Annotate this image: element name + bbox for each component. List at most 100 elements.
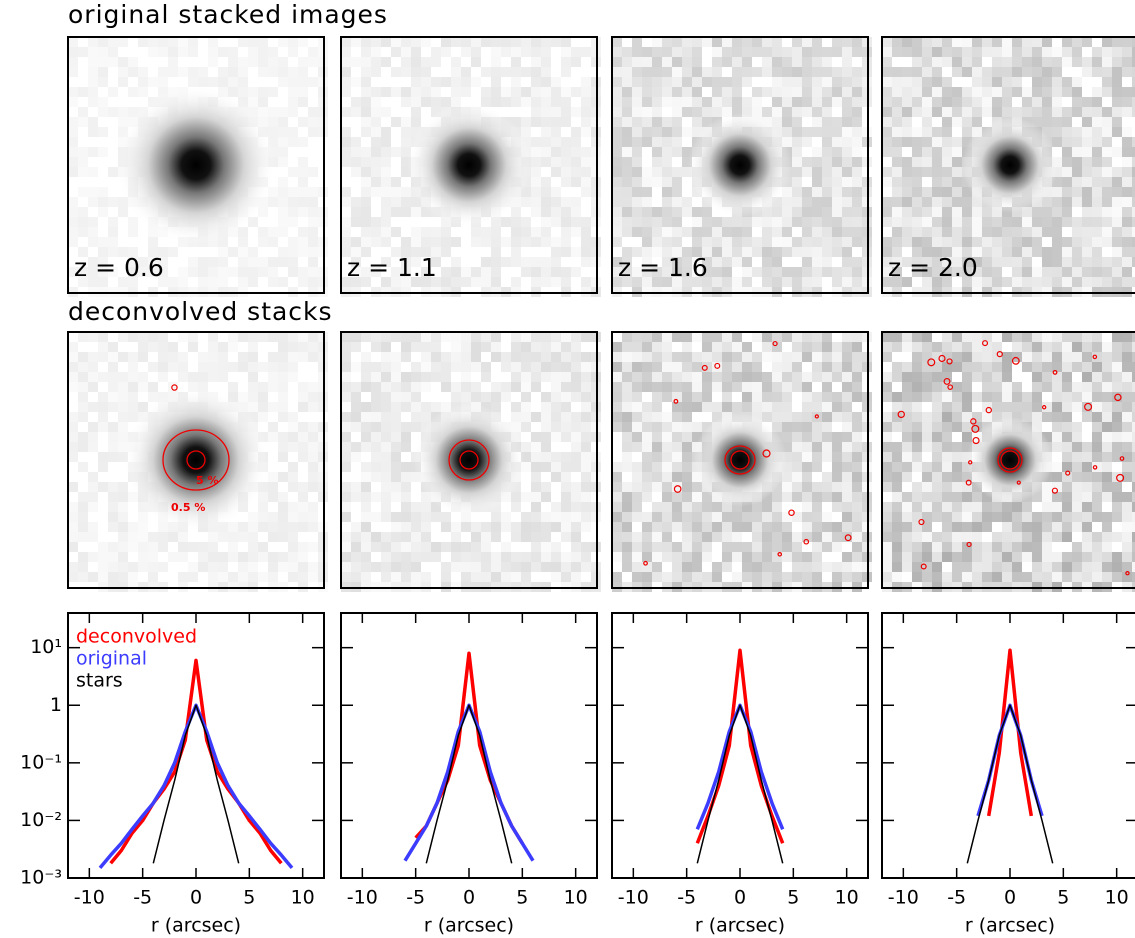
noise [561, 237, 571, 247]
contour-spot [897, 410, 905, 419]
noise [1092, 572, 1102, 582]
noise [642, 187, 652, 197]
noise [361, 227, 371, 237]
noise [892, 127, 902, 137]
noise [732, 372, 742, 382]
noise [952, 137, 962, 147]
noise [622, 197, 632, 207]
noise [531, 107, 541, 117]
noise [892, 492, 902, 502]
noise [88, 532, 98, 542]
contour-spot [927, 358, 936, 367]
noise [802, 217, 812, 227]
noise [1082, 462, 1092, 472]
noise [842, 512, 852, 522]
noise [268, 127, 278, 137]
noise [128, 67, 138, 77]
noise [902, 227, 912, 237]
noise [481, 392, 491, 402]
noise [341, 247, 351, 257]
noise [922, 67, 932, 77]
noise [1132, 452, 1135, 462]
noise [298, 382, 308, 392]
noise [1122, 127, 1132, 137]
noise [952, 402, 962, 412]
x-axis-label: r (arcsec) [965, 915, 1055, 937]
contour-spot [1084, 402, 1093, 411]
noise [642, 57, 652, 67]
noise [1112, 452, 1122, 462]
noise [1112, 402, 1122, 412]
noise [702, 572, 712, 582]
noise [168, 532, 178, 542]
noise [521, 522, 531, 532]
noise [1002, 392, 1012, 402]
noise [832, 352, 842, 362]
noise [1022, 342, 1032, 352]
noise [461, 67, 471, 77]
noise [622, 452, 632, 462]
noise [1122, 237, 1132, 247]
noise [812, 552, 822, 562]
noise [118, 402, 128, 412]
noise [792, 137, 802, 147]
noise [541, 157, 551, 167]
noise [622, 77, 632, 87]
noise [531, 167, 541, 177]
noise [451, 332, 461, 342]
noise [1052, 332, 1062, 342]
noise [531, 177, 541, 187]
noise [501, 257, 511, 267]
noise [1122, 157, 1132, 167]
noise [772, 57, 782, 67]
noise [742, 77, 752, 87]
noise [892, 572, 902, 582]
noise [992, 342, 1002, 352]
noise [118, 492, 128, 502]
noise [922, 147, 932, 157]
noise [702, 352, 712, 362]
noise [1132, 382, 1135, 392]
noise [1052, 117, 1062, 127]
noise [451, 352, 461, 362]
noise [832, 462, 842, 472]
noise [1062, 277, 1072, 287]
noise [1052, 197, 1062, 207]
noise [622, 492, 632, 502]
noise [1062, 127, 1072, 137]
noise [992, 247, 1002, 257]
noise [962, 187, 972, 197]
noise [1092, 257, 1102, 267]
noise [852, 472, 862, 482]
noise [642, 402, 652, 412]
noise [411, 512, 421, 522]
noise [371, 157, 381, 167]
noise [1092, 67, 1102, 77]
noise [128, 267, 138, 277]
noise [952, 117, 962, 127]
noise [832, 147, 842, 157]
noise [802, 382, 812, 392]
noise [822, 147, 832, 157]
noise [461, 382, 471, 392]
noise [351, 107, 361, 117]
noise [812, 452, 822, 462]
noise [942, 157, 952, 167]
noise [902, 97, 912, 107]
noise [932, 392, 942, 402]
noise [722, 257, 732, 267]
noise [842, 482, 852, 492]
noise [68, 532, 78, 542]
noise [982, 207, 992, 217]
noise [421, 77, 431, 87]
noise [792, 422, 802, 432]
noise [742, 237, 752, 247]
noise [581, 257, 591, 267]
noise [581, 237, 591, 247]
noise [662, 482, 672, 492]
noise [88, 187, 98, 197]
noise [742, 227, 752, 237]
noise [561, 332, 571, 342]
noise [1062, 197, 1072, 207]
noise [972, 37, 982, 47]
